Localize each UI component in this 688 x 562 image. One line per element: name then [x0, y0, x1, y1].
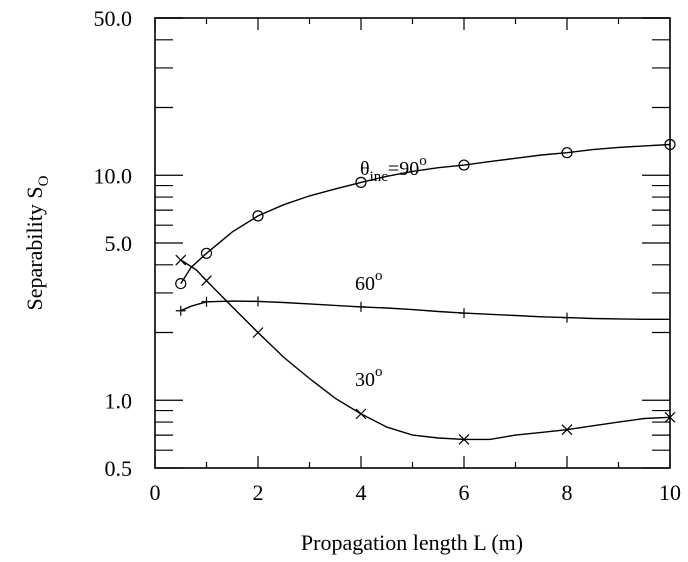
- x-tick-label: 0: [150, 480, 161, 505]
- data-point-s90: [458, 159, 470, 171]
- y-tick-label: 0.5: [105, 456, 133, 481]
- y-tick-label: 50.0: [94, 6, 133, 31]
- data-point-s30: [355, 408, 367, 420]
- series-lines: [180, 143, 671, 441]
- data-point-s60: [356, 301, 366, 312]
- data-point-s60: [175, 305, 186, 316]
- series-line-s90: [180, 143, 671, 284]
- x-tick-label: 4: [356, 480, 367, 505]
- data-point-s60: [201, 296, 212, 307]
- x-tick-label: 10: [659, 480, 681, 505]
- data-point-s90: [355, 176, 367, 188]
- series-label-90: θinc=90o: [360, 153, 427, 185]
- data-point-s60: [562, 312, 572, 323]
- y-tick-label: 1.0: [105, 388, 133, 413]
- data-point-s90: [252, 210, 264, 222]
- y-tick-label: 5.0: [105, 231, 133, 256]
- data-point-s30: [175, 254, 187, 266]
- x-axis-label: Propagation length L (m): [301, 530, 523, 555]
- data-point-s60: [459, 308, 469, 319]
- series-label-60: 60o: [355, 268, 383, 295]
- x-tick-label: 2: [253, 480, 264, 505]
- series-label-30: 30o: [355, 364, 383, 391]
- data-point-s30: [201, 275, 212, 287]
- data-point-s60: [253, 296, 263, 307]
- y-tick-label: 10.0: [94, 163, 133, 188]
- data-point-s90: [200, 247, 213, 259]
- series-markers: [175, 138, 676, 445]
- data-point-s30: [561, 424, 573, 436]
- x-tick-label: 6: [459, 480, 470, 505]
- data-point-s90: [664, 138, 676, 151]
- tick-marks: [154, 17, 671, 469]
- series-line-s30: [180, 259, 671, 441]
- data-point-s90: [561, 147, 573, 159]
- data-point-s30: [664, 411, 676, 423]
- data-point-s30: [458, 433, 470, 445]
- y-axis-label: Separability SO: [22, 175, 52, 310]
- data-point-s30: [252, 327, 264, 338]
- x-tick-label: 8: [562, 480, 573, 505]
- tick-labels: 0 2 4 6 8 10 0.5 1.0 5.0 10.0 50.0: [94, 6, 682, 505]
- plot-frame: [154, 17, 671, 469]
- data-point-s90: [175, 278, 187, 290]
- series-line-s60: [180, 300, 670, 320]
